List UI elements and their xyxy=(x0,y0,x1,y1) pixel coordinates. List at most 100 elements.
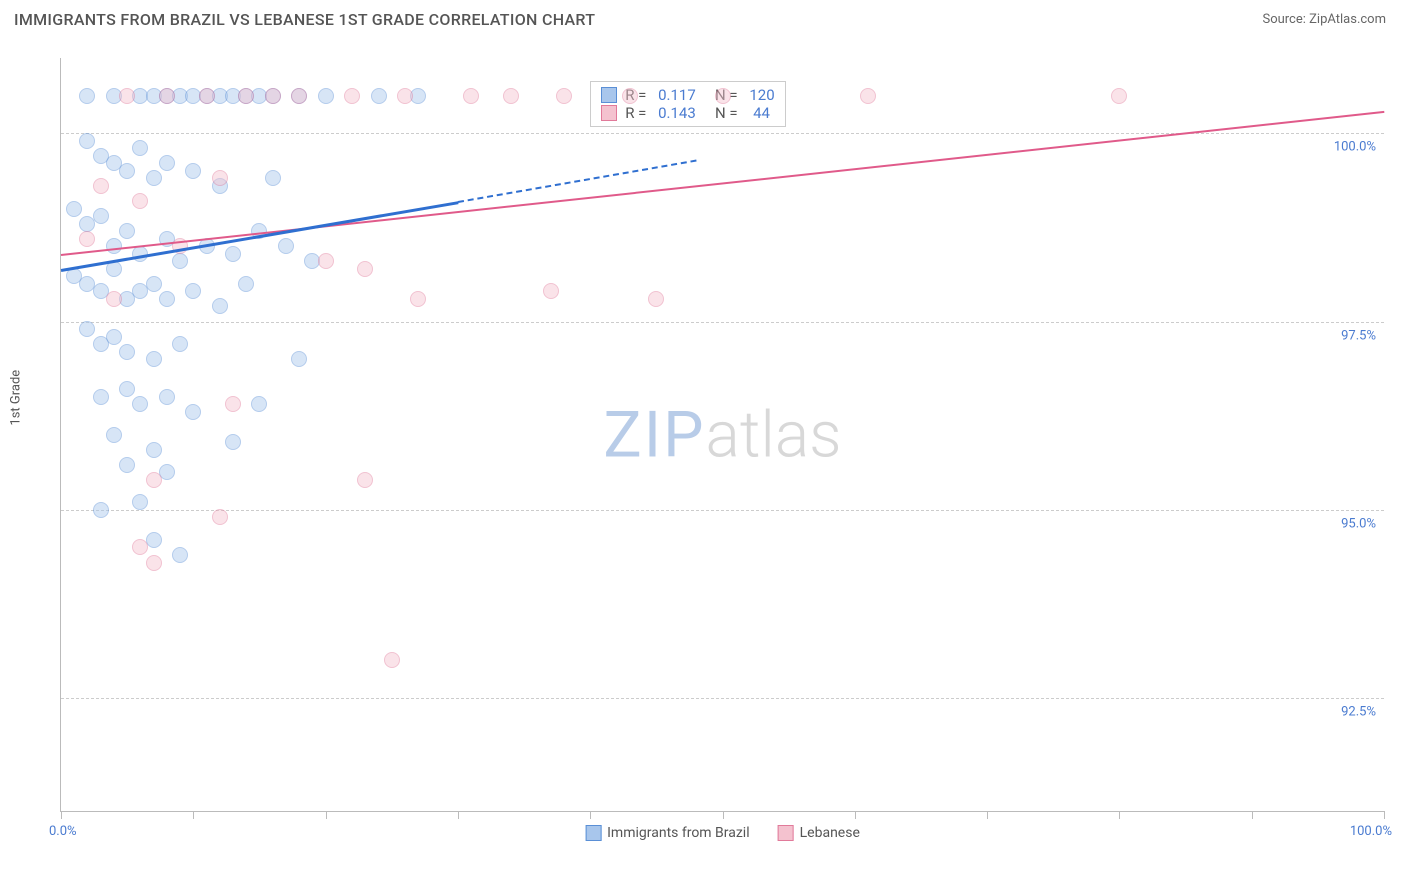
scatter-marker xyxy=(146,351,162,367)
scatter-marker xyxy=(119,381,135,397)
stat-n-value: 44 xyxy=(753,104,770,122)
scatter-marker xyxy=(715,88,731,104)
scatter-marker xyxy=(79,231,95,247)
legend-swatch-icon xyxy=(601,105,617,121)
y-tick-label: 92.5% xyxy=(1341,705,1376,720)
scatter-marker xyxy=(238,276,254,292)
x-tick xyxy=(855,811,856,819)
scatter-marker xyxy=(291,88,307,104)
scatter-marker xyxy=(225,434,241,450)
scatter-marker xyxy=(212,298,228,314)
scatter-marker xyxy=(79,133,95,149)
scatter-marker xyxy=(543,283,559,299)
y-axis-label: 1st Grade xyxy=(9,370,24,426)
scatter-marker xyxy=(146,170,162,186)
trend-line xyxy=(458,160,696,203)
scatter-marker xyxy=(106,238,122,254)
scatter-marker xyxy=(1111,88,1127,104)
scatter-marker xyxy=(119,163,135,179)
scatter-marker xyxy=(265,88,281,104)
scatter-marker xyxy=(106,291,122,307)
scatter-marker xyxy=(119,88,135,104)
x-tick xyxy=(590,811,591,819)
scatter-marker xyxy=(265,170,281,186)
scatter-marker xyxy=(106,329,122,345)
plot-area: ZIPatlas 0.0% 100.0% Immigrants from Bra… xyxy=(60,58,1384,812)
scatter-marker xyxy=(463,88,479,104)
chart-container: 1st Grade ZIPatlas 0.0% 100.0% Immigrant… xyxy=(14,40,1392,852)
scatter-marker xyxy=(172,547,188,563)
scatter-marker xyxy=(384,652,400,668)
gridline xyxy=(61,322,1384,323)
scatter-marker xyxy=(132,539,148,555)
y-tick-label: 100.0% xyxy=(1334,140,1376,155)
legend-item-lebanese: Lebanese xyxy=(778,825,860,841)
scatter-marker xyxy=(172,253,188,269)
x-tick xyxy=(1119,811,1120,819)
scatter-marker xyxy=(622,88,638,104)
scatter-marker xyxy=(397,88,413,104)
scatter-marker xyxy=(238,88,254,104)
scatter-marker xyxy=(185,163,201,179)
scatter-marker xyxy=(860,88,876,104)
scatter-marker xyxy=(79,88,95,104)
x-tick xyxy=(723,811,724,819)
legend-swatch-icon xyxy=(601,87,617,103)
scatter-marker xyxy=(146,442,162,458)
scatter-marker xyxy=(146,472,162,488)
watermark-atlas: atlas xyxy=(706,397,842,472)
x-min-label: 0.0% xyxy=(49,824,77,839)
legend-label: Lebanese xyxy=(800,825,860,841)
scatter-marker xyxy=(106,427,122,443)
scatter-marker xyxy=(119,457,135,473)
scatter-marker xyxy=(648,291,664,307)
x-tick xyxy=(987,811,988,819)
scatter-marker xyxy=(344,88,360,104)
scatter-marker xyxy=(132,140,148,156)
scatter-marker xyxy=(79,321,95,337)
x-tick xyxy=(1252,811,1253,819)
bottom-legend: Immigrants from Brazil Lebanese xyxy=(585,825,860,841)
stat-text: R = xyxy=(625,104,650,122)
scatter-marker xyxy=(278,238,294,254)
scatter-marker xyxy=(357,261,373,277)
stat-n-value: 120 xyxy=(749,86,774,104)
x-max-label: 100.0% xyxy=(1350,824,1392,839)
legend-item-brazil: Immigrants from Brazil xyxy=(585,825,750,841)
scatter-marker xyxy=(119,344,135,360)
stat-text: N = xyxy=(704,104,745,122)
legend-swatch-icon xyxy=(778,825,794,841)
scatter-marker xyxy=(132,494,148,510)
scatter-marker xyxy=(357,472,373,488)
scatter-marker xyxy=(503,88,519,104)
scatter-marker xyxy=(185,283,201,299)
stat-row-lebanese: R = 0.143 N = 44 xyxy=(601,104,774,122)
scatter-marker xyxy=(93,208,109,224)
scatter-marker xyxy=(66,201,82,217)
scatter-marker xyxy=(212,170,228,186)
x-tick xyxy=(61,811,62,819)
scatter-marker xyxy=(251,396,267,412)
scatter-marker xyxy=(159,88,175,104)
scatter-marker xyxy=(93,178,109,194)
stat-box: R = 0.117 N = 120 R = 0.143 N = 44 xyxy=(590,81,785,127)
scatter-marker xyxy=(159,155,175,171)
chart-title: IMMIGRANTS FROM BRAZIL VS LEBANESE 1ST G… xyxy=(14,10,595,29)
y-tick-label: 95.0% xyxy=(1341,516,1376,531)
x-tick xyxy=(458,811,459,819)
scatter-marker xyxy=(212,509,228,525)
scatter-marker xyxy=(225,246,241,262)
legend-label: Immigrants from Brazil xyxy=(607,825,750,841)
gridline xyxy=(61,510,1384,511)
x-tick xyxy=(326,811,327,819)
scatter-marker xyxy=(225,396,241,412)
scatter-marker xyxy=(93,502,109,518)
scatter-marker xyxy=(146,276,162,292)
legend-swatch-icon xyxy=(585,825,601,841)
scatter-marker xyxy=(159,291,175,307)
scatter-marker xyxy=(172,336,188,352)
gridline xyxy=(61,698,1384,699)
source-label: Source: ZipAtlas.com xyxy=(1262,12,1386,27)
scatter-marker xyxy=(132,193,148,209)
scatter-marker xyxy=(291,351,307,367)
